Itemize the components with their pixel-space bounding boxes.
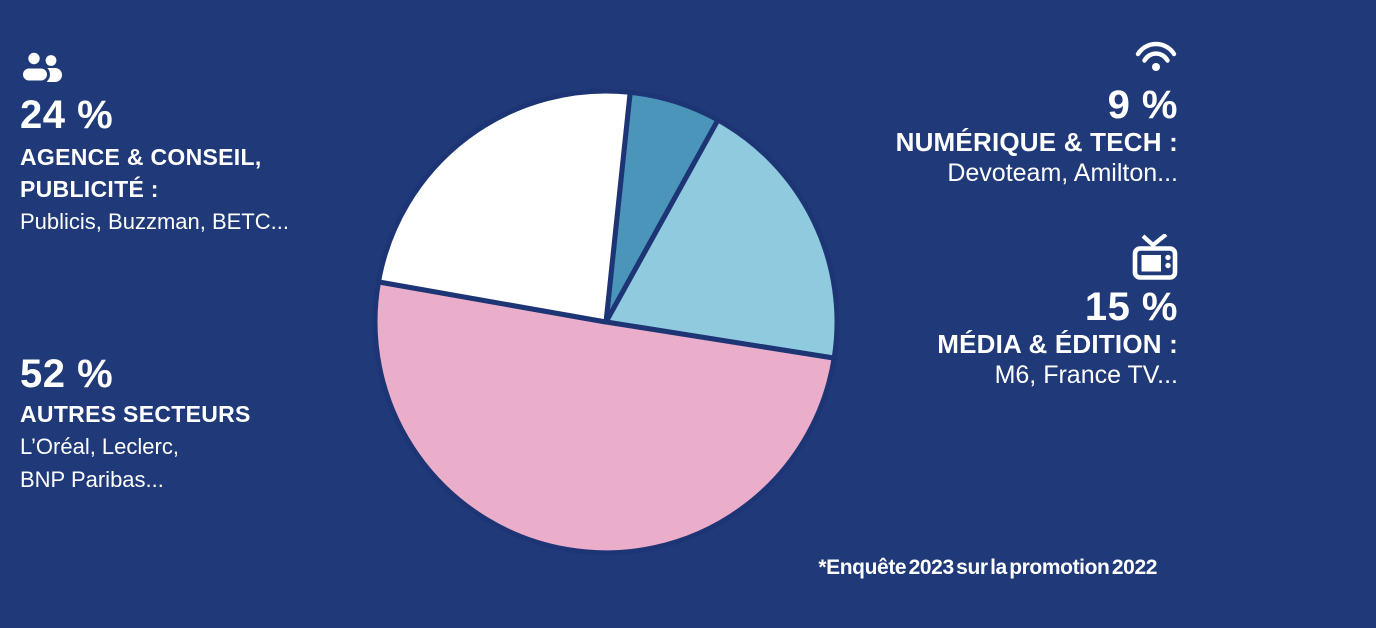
media-percent: 15 % [1084,285,1178,329]
wifi-icon [1134,38,1178,77]
legend-block-numerique: 9 % NUMÉRIQUE & TECH : Devoteam, Amilton… [896,38,1178,189]
media-title: MÉDIA & ÉDITION : [937,329,1178,359]
autres-companies-line2: BNP Paribas... [20,467,164,492]
autres-percent: 52 % [20,352,114,396]
people-icon [20,49,66,91]
legend-block-agence: 24 % AGENCE & CONSEIL, PUBLICITÉ : Publi… [20,49,289,238]
pie-slice-autres [372,279,837,556]
pie-slice-agence [376,88,633,325]
agence-percent: 24 % [20,93,114,137]
agence-title-line2: PUBLICITÉ : [20,176,159,202]
legend-block-media: 15 % MÉDIA & ÉDITION : M6, France TV... [937,232,1178,391]
numerique-percent: 9 % [1107,83,1178,127]
legend-block-autres: 52 % AUTRES SECTEURS L’Oréal, Leclerc, B… [20,352,251,496]
numerique-title: NUMÉRIQUE & TECH : [895,127,1178,157]
survey-footnote: *Enquête 2023 sur la promotion 2022 [818,556,1157,579]
agence-title-line1: AGENCE & CONSEIL, [20,144,262,170]
autres-title: AUTRES SECTEURS [20,401,251,427]
media-companies: M6, France TV... [994,361,1178,389]
agence-companies: Publicis, Buzzman, BETC... [20,209,289,234]
pie-slice-media [603,117,840,361]
autres-companies-line1: L’Oréal, Leclerc, [20,434,179,459]
tv-icon [1132,232,1178,285]
numerique-companies: Devoteam, Amilton... [947,159,1178,187]
